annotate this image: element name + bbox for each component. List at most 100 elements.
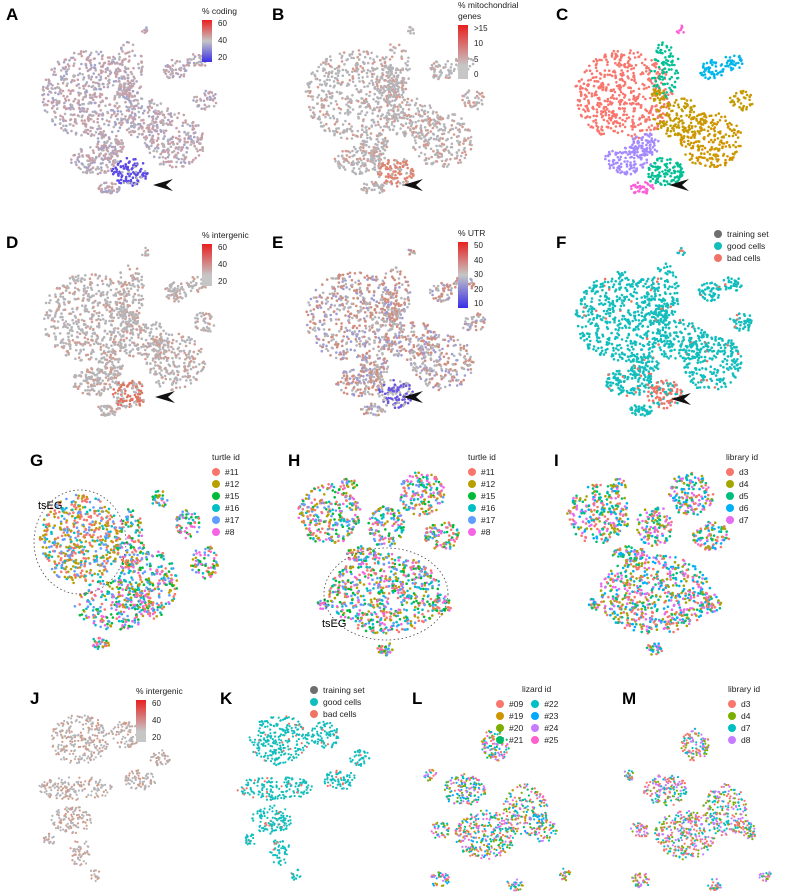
cell-point	[148, 130, 151, 133]
cell-point	[631, 101, 634, 105]
cell-point	[665, 166, 669, 169]
cell-point	[157, 110, 160, 113]
cell-point	[79, 92, 82, 95]
cell-point	[464, 92, 467, 96]
cell-point	[396, 176, 399, 180]
cell-point	[114, 75, 118, 79]
cell-point	[730, 158, 734, 161]
cell-point	[95, 311, 99, 315]
cell-point	[351, 133, 355, 137]
cell-point	[398, 116, 402, 119]
cell-point	[64, 99, 68, 103]
cell-point	[90, 320, 94, 324]
cell-point	[661, 78, 664, 81]
cell-point	[435, 111, 438, 114]
cell-point	[667, 104, 670, 108]
cell-point	[457, 134, 460, 138]
cell-point	[469, 147, 473, 151]
cell-point	[420, 131, 424, 135]
cell-point	[475, 101, 479, 104]
cell-point	[620, 74, 624, 77]
cell-point	[661, 120, 665, 124]
scale-tick-label: >15	[474, 24, 488, 33]
cell-point	[134, 272, 137, 275]
cell-point	[436, 114, 439, 117]
cell-point	[84, 333, 88, 336]
cell-point	[625, 163, 629, 166]
cell-point	[612, 162, 615, 166]
cell-point	[704, 164, 707, 167]
cell-point	[206, 97, 209, 101]
cell-point	[651, 113, 655, 117]
cell-point	[151, 115, 155, 118]
cell-point	[424, 118, 428, 121]
cell-point	[702, 62, 705, 66]
cell-point	[608, 164, 612, 168]
cell-point	[96, 127, 99, 131]
cell-point	[126, 305, 130, 309]
cell-point	[639, 53, 643, 56]
cell-point	[88, 117, 91, 121]
cell-point	[76, 158, 79, 161]
cell-point	[648, 118, 651, 121]
cell-point	[195, 147, 198, 150]
cell-point	[611, 94, 615, 97]
cell-point	[161, 113, 165, 116]
cell-point	[184, 119, 187, 122]
cell-point	[340, 56, 343, 60]
cell-point	[80, 318, 84, 322]
cell-point	[672, 104, 675, 108]
cell-point	[378, 191, 382, 194]
tsne-plot	[304, 25, 485, 195]
cell-point	[366, 133, 369, 137]
cell-point	[395, 84, 399, 87]
cell-point	[332, 107, 336, 111]
cell-point	[601, 85, 605, 89]
cell-point	[82, 50, 85, 54]
cell-point	[387, 161, 390, 165]
cell-point	[652, 99, 656, 102]
cell-point	[633, 184, 637, 187]
cell-point	[665, 180, 669, 183]
cell-point	[333, 122, 337, 126]
cell-point	[114, 147, 117, 151]
cell-point	[200, 135, 204, 139]
cell-point	[77, 52, 80, 56]
legend: % coding 60 40 20	[202, 6, 237, 62]
cell-point	[92, 342, 96, 346]
cell-point	[379, 166, 383, 169]
cell-point	[329, 84, 332, 88]
cell-point	[642, 87, 646, 91]
cell-point	[139, 54, 143, 58]
cell-point	[638, 184, 642, 188]
cell-point	[44, 328, 47, 331]
cell-point	[632, 150, 635, 154]
cell-point	[334, 100, 338, 103]
cell-point	[588, 115, 592, 119]
cell-point	[105, 119, 109, 122]
cell-point	[401, 183, 405, 187]
cell-point	[606, 100, 609, 103]
cell-point	[658, 171, 661, 174]
cell-point	[612, 122, 615, 125]
cell-point	[660, 126, 663, 129]
cell-point	[77, 106, 81, 110]
cell-point	[455, 63, 458, 66]
cell-point	[398, 181, 402, 185]
cell-point	[377, 123, 380, 126]
cell-point	[477, 97, 480, 100]
cell-point	[404, 49, 407, 53]
cell-point	[77, 99, 80, 102]
cell-point	[402, 114, 406, 117]
cell-point	[112, 327, 116, 331]
cell-point	[131, 300, 135, 303]
cell-point	[372, 121, 376, 124]
cell-point	[688, 113, 692, 117]
cell-point	[396, 88, 400, 91]
cell-point	[141, 297, 145, 301]
cell-point	[714, 69, 718, 73]
cell-point	[205, 105, 208, 109]
cell-point	[388, 128, 392, 131]
cell-point	[365, 187, 368, 191]
cell-point	[207, 92, 210, 95]
